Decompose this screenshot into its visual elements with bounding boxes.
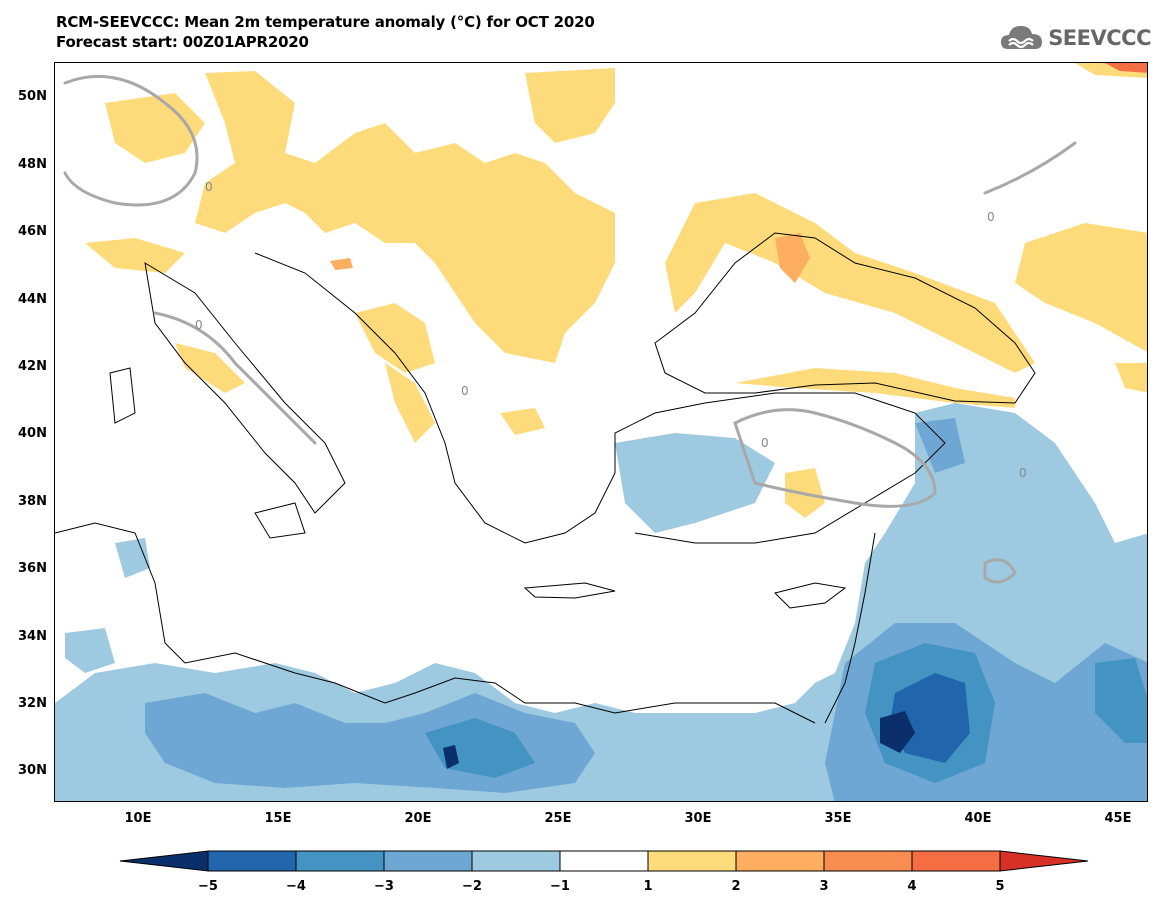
lat-tick-42: 42N bbox=[18, 359, 47, 374]
lat-tick-48: 48N bbox=[18, 157, 47, 172]
lat-tick-32: 32N bbox=[18, 696, 47, 711]
cool-anomaly-areas bbox=[55, 403, 1147, 801]
lon-tick-45: 45E bbox=[1105, 811, 1132, 826]
title-block: RCM-SEEVCCC: Mean 2m temperature anomaly… bbox=[56, 12, 595, 52]
colorbar-label-3: 3 bbox=[819, 879, 828, 894]
lat-tick-36: 36N bbox=[18, 561, 47, 576]
lat-tick-44: 44N bbox=[18, 292, 47, 307]
coastline-levant bbox=[824, 532, 876, 724]
colorbar-segment-8 bbox=[823, 850, 913, 872]
lon-tick-40: 40E bbox=[965, 811, 992, 826]
coastline-sicily bbox=[254, 502, 306, 539]
colorbar-segment-6 bbox=[647, 850, 737, 872]
zero-contour-ukraine bbox=[983, 141, 1077, 195]
warm-patch-central-europe bbox=[195, 71, 615, 363]
warm-patch-aegean bbox=[500, 408, 545, 435]
colorbar-left-arrow bbox=[119, 850, 209, 872]
colorbar-label-4: 4 bbox=[907, 879, 916, 894]
hot-spot-northeast bbox=[1105, 63, 1147, 73]
logo-text: SEEVCCC bbox=[1048, 26, 1151, 50]
colorbar-label-neg1: −1 bbox=[550, 879, 570, 894]
seevccc-logo: SEEVCCC bbox=[1000, 18, 1151, 58]
hot-spots bbox=[1105, 63, 1147, 73]
contour-label-italy: 0 bbox=[195, 318, 203, 332]
contour-label-ukraine: 0 bbox=[987, 210, 995, 224]
zero-contours bbox=[63, 74, 1077, 584]
lat-tick-30: 30N bbox=[18, 763, 47, 778]
coastline-italy bbox=[144, 262, 346, 514]
contour-label-west: 0 bbox=[205, 180, 213, 194]
cool-patch-anatolia bbox=[615, 433, 775, 533]
lon-tick-30: 30E bbox=[685, 811, 712, 826]
colorbar-segment-4 bbox=[471, 850, 561, 872]
colorbar-segment-9 bbox=[911, 850, 1001, 872]
colorbar-label-2: 2 bbox=[731, 879, 740, 894]
longitude-ticks: 10E 15E 20E 25E 30E 35E 40E 45E bbox=[125, 811, 1132, 826]
lon-tick-35: 35E bbox=[825, 811, 852, 826]
coastline-sardinia bbox=[109, 367, 136, 424]
map-frame: 0 0 0 0 0 0 bbox=[54, 62, 1148, 802]
colorbar-label-neg3: −3 bbox=[374, 879, 394, 894]
coastline-cyprus bbox=[774, 582, 847, 609]
warm-patch-alps bbox=[85, 238, 185, 273]
latitude-ticks: 50N 48N 46N 44N 42N 40N 38N 36N 34N 32N … bbox=[18, 89, 47, 778]
warm-patch-anatolia-north bbox=[735, 368, 1015, 408]
zero-contour-syria bbox=[983, 558, 1017, 584]
colorbar-label-neg5: −5 bbox=[198, 879, 218, 894]
lat-tick-34: 34N bbox=[18, 629, 47, 644]
warm-patch-black-sea-north bbox=[665, 193, 1035, 373]
warm-patch-adriatic bbox=[385, 363, 435, 443]
warm-patch-west bbox=[105, 93, 205, 163]
lon-tick-15: 15E bbox=[265, 811, 292, 826]
zero-contour-anatolia bbox=[733, 408, 937, 508]
contour-label-east: 0 bbox=[1019, 466, 1027, 480]
cool-mid-east bbox=[915, 418, 965, 473]
colorbar-label-neg4: −4 bbox=[286, 879, 306, 894]
colorbar-segment-1 bbox=[207, 850, 297, 872]
cool-stronger-jordan bbox=[890, 673, 970, 763]
cool-strongest-libya bbox=[443, 745, 459, 769]
colorbar-right-arrow bbox=[999, 850, 1089, 872]
colorbar-segment-7 bbox=[735, 850, 825, 872]
contour-label-balkans: 0 bbox=[461, 384, 469, 398]
anomaly-map: 0 0 0 0 0 0 bbox=[55, 63, 1147, 801]
cool-patch-algeria bbox=[65, 628, 115, 673]
warm-spot-crimea bbox=[775, 233, 810, 283]
zero-contour-italy bbox=[153, 311, 317, 445]
colorbar-segment-2 bbox=[295, 850, 385, 872]
warm-patch-caspian bbox=[1115, 363, 1147, 393]
zero-contour-labels: 0 0 0 0 0 0 bbox=[195, 180, 1027, 480]
forecast-start: Forecast start: 00Z01APR2020 bbox=[56, 33, 309, 51]
strong-warm-spots bbox=[330, 233, 810, 283]
contour-label-anatolia: 0 bbox=[761, 436, 769, 450]
warm-spot-croatia bbox=[330, 258, 353, 270]
warm-patch-balkans bbox=[355, 303, 435, 373]
colorbar: −5 −4 −3 −2 −1 1 2 3 4 5 bbox=[119, 850, 1089, 894]
warm-patch-russia bbox=[1015, 223, 1147, 352]
colorbar-segment-5 bbox=[559, 850, 649, 872]
map-title: RCM-SEEVCCC: Mean 2m temperature anomaly… bbox=[56, 13, 595, 31]
warm-patch-poland bbox=[525, 68, 615, 143]
lat-tick-40: 40N bbox=[18, 426, 47, 441]
lat-tick-50: 50N bbox=[18, 89, 47, 104]
lon-tick-25: 25E bbox=[545, 811, 572, 826]
coastline-crete bbox=[523, 582, 616, 599]
lon-tick-10: 10E bbox=[125, 811, 152, 826]
cloud-icon bbox=[1001, 26, 1043, 49]
coastline-black-sea bbox=[654, 232, 1036, 404]
warm-patch-italy-coast bbox=[175, 343, 245, 393]
lon-tick-20: 20E bbox=[405, 811, 432, 826]
colorbar-label-neg2: −2 bbox=[462, 879, 482, 894]
lat-tick-46: 46N bbox=[18, 224, 47, 239]
lat-tick-38: 38N bbox=[18, 494, 47, 509]
cool-strongest-jordan bbox=[880, 711, 915, 753]
warm-anomaly-areas bbox=[85, 63, 1147, 518]
colorbar-label-1: 1 bbox=[643, 879, 652, 894]
coastline-north-africa bbox=[55, 522, 816, 724]
cool-strong-iraq bbox=[1095, 658, 1147, 743]
colorbar-label-5: 5 bbox=[995, 879, 1004, 894]
zero-contour-west bbox=[63, 74, 199, 207]
colorbar-segment-3 bbox=[383, 850, 473, 872]
